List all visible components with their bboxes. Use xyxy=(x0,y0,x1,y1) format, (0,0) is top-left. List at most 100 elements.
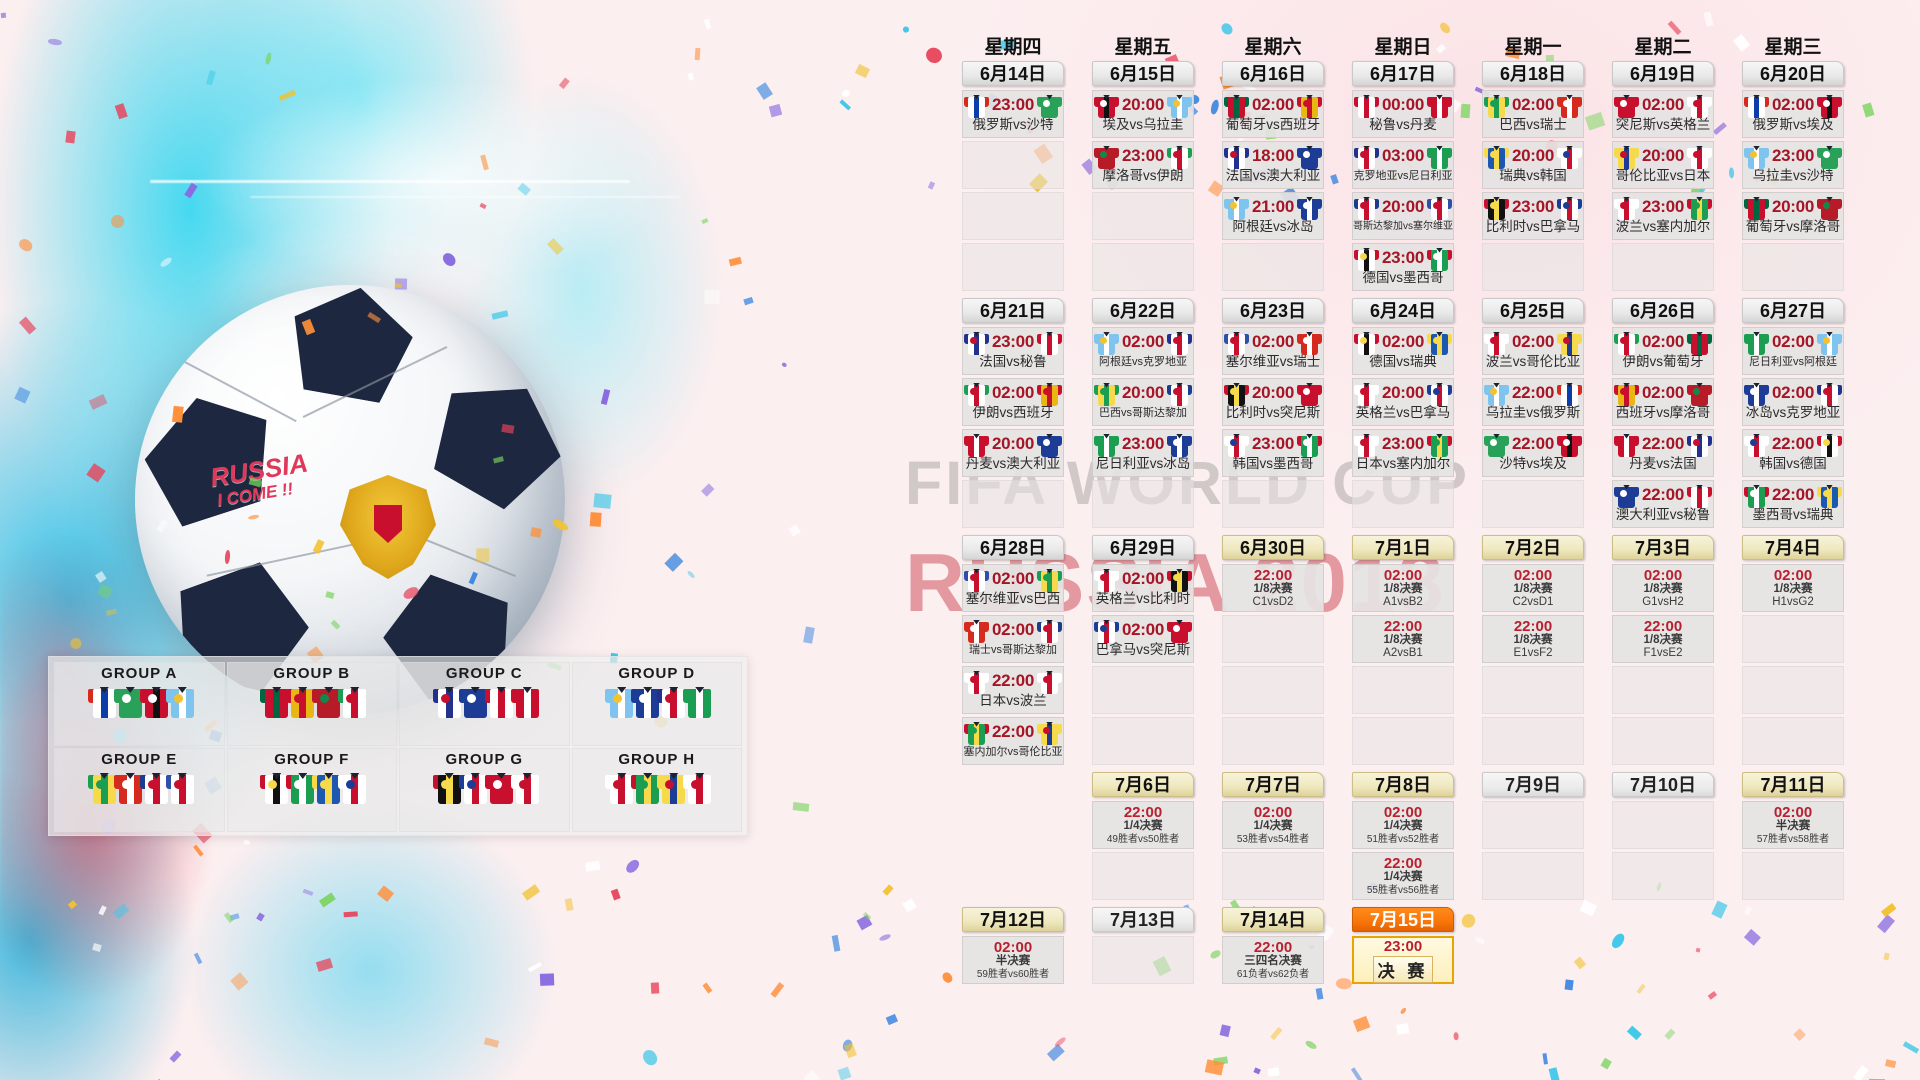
match-cell[interactable]: 23:00 日本vs塞内加尔 xyxy=(1352,429,1454,477)
match-cell[interactable]: 23:00 德国vs墨西哥 xyxy=(1352,243,1454,291)
match-cell[interactable]: 02:00 巴拿马vs突尼斯 xyxy=(1092,615,1194,663)
match-cell[interactable]: 23:00 尼日利亚vs冰岛 xyxy=(1092,429,1194,477)
match-cell[interactable]: 02:00 瑞士vs哥斯达黎加 xyxy=(962,615,1064,663)
match-cell[interactable]: 23:00 比利时vs巴拿马 xyxy=(1482,192,1584,240)
match-cell[interactable]: 22:00 澳大利亚vs秘鲁 xyxy=(1612,480,1714,528)
match-cell[interactable]: 02:00 阿根廷vs克罗地亚 xyxy=(1092,327,1194,375)
knockout-match-cell[interactable]: 02:00 1/4决赛 51胜者vs52胜者 xyxy=(1352,801,1454,849)
group-box-group-d[interactable]: GROUP D xyxy=(571,662,742,746)
match-cell[interactable]: 22:00 塞内加尔vs哥伦比亚 xyxy=(962,717,1064,765)
match-cell[interactable]: 23:00 波兰vs塞内加尔 xyxy=(1612,192,1714,240)
knockout-match-cell[interactable]: 22:00 三四名决赛 61负者vs62负者 xyxy=(1222,936,1324,984)
match-cell[interactable]: 22:00 日本vs波兰 xyxy=(962,666,1064,714)
match-cell[interactable]: 02:00 塞尔维亚vs巴西 xyxy=(962,564,1064,612)
match-cell[interactable]: 23:00 摩洛哥vs伊朗 xyxy=(1092,141,1194,189)
match-cell[interactable]: 23:00 乌拉圭vs沙特 xyxy=(1742,141,1844,189)
date-header-6月28日[interactable]: 6月28日 xyxy=(962,535,1064,560)
group-box-group-e[interactable]: GROUP E xyxy=(54,748,225,832)
knockout-match-cell[interactable]: 22:00 1/8决赛 E1vsF2 xyxy=(1482,615,1584,663)
match-cell[interactable]: 22:00 丹麦vs法国 xyxy=(1612,429,1714,477)
date-header-7月7日[interactable]: 7月7日 xyxy=(1222,772,1324,797)
match-cell[interactable]: 22:00 沙特vs埃及 xyxy=(1482,429,1584,477)
knockout-match-cell[interactable]: 02:00 1/8决赛 G1vsH2 xyxy=(1612,564,1714,612)
match-cell[interactable]: 02:00 伊朗vs西班牙 xyxy=(962,378,1064,426)
final-match-cell[interactable]: 23:00 决 赛 xyxy=(1352,936,1454,984)
match-cell[interactable]: 20:00 丹麦vs澳大利亚 xyxy=(962,429,1064,477)
match-cell[interactable]: 20:00 哥斯达黎加vs塞尔维亚 xyxy=(1352,192,1454,240)
date-header-7月4日[interactable]: 7月4日 xyxy=(1742,535,1844,560)
group-box-group-h[interactable]: GROUP H xyxy=(571,748,742,832)
date-header-6月19日[interactable]: 6月19日 xyxy=(1612,61,1714,86)
date-header-6月17日[interactable]: 6月17日 xyxy=(1352,61,1454,86)
date-header-6月16日[interactable]: 6月16日 xyxy=(1222,61,1324,86)
match-cell[interactable]: 03:00 克罗地亚vs尼日利亚 xyxy=(1352,141,1454,189)
match-cell[interactable]: 20:00 瑞典vs韩国 xyxy=(1482,141,1584,189)
match-cell[interactable]: 22:00 墨西哥vs瑞典 xyxy=(1742,480,1844,528)
date-header-6月23日[interactable]: 6月23日 xyxy=(1222,298,1324,323)
date-header-7月1日[interactable]: 7月1日 xyxy=(1352,535,1454,560)
match-cell[interactable]: 21:00 阿根廷vs冰岛 xyxy=(1222,192,1324,240)
date-header-6月26日[interactable]: 6月26日 xyxy=(1612,298,1714,323)
match-cell[interactable]: 00:00 秘鲁vs丹麦 xyxy=(1352,90,1454,138)
match-cell[interactable]: 02:00 英格兰vs比利时 xyxy=(1092,564,1194,612)
knockout-match-cell[interactable]: 02:00 半决赛 59胜者vs60胜者 xyxy=(962,936,1064,984)
match-cell[interactable]: 02:00 俄罗斯vs埃及 xyxy=(1742,90,1844,138)
match-cell[interactable]: 18:00 法国vs澳大利亚 xyxy=(1222,141,1324,189)
knockout-match-cell[interactable]: 02:00 1/8决赛 H1vsG2 xyxy=(1742,564,1844,612)
date-header-6月24日[interactable]: 6月24日 xyxy=(1352,298,1454,323)
knockout-match-cell[interactable]: 22:00 1/8决赛 F1vsE2 xyxy=(1612,615,1714,663)
match-cell[interactable]: 23:00 法国vs秘鲁 xyxy=(962,327,1064,375)
match-cell[interactable]: 02:00 冰岛vs克罗地亚 xyxy=(1742,378,1844,426)
date-header-7月6日[interactable]: 7月6日 xyxy=(1092,772,1194,797)
date-header-6月29日[interactable]: 6月29日 xyxy=(1092,535,1194,560)
match-cell[interactable]: 20:00 葡萄牙vs摩洛哥 xyxy=(1742,192,1844,240)
knockout-match-cell[interactable]: 22:00 1/4决赛 55胜者vs56胜者 xyxy=(1352,852,1454,900)
group-box-group-g[interactable]: GROUP G xyxy=(399,748,570,832)
date-header-6月14日[interactable]: 6月14日 xyxy=(962,61,1064,86)
group-box-group-c[interactable]: GROUP C xyxy=(399,662,570,746)
match-cell[interactable]: 02:00 葡萄牙vs西班牙 xyxy=(1222,90,1324,138)
date-header-6月21日[interactable]: 6月21日 xyxy=(962,298,1064,323)
date-header-7月2日[interactable]: 7月2日 xyxy=(1482,535,1584,560)
date-header-7月12日[interactable]: 7月12日 xyxy=(962,907,1064,932)
date-header-7月8日[interactable]: 7月8日 xyxy=(1352,772,1454,797)
knockout-match-cell[interactable]: 02:00 半决赛 57胜者vs58胜者 xyxy=(1742,801,1844,849)
match-cell[interactable]: 02:00 西班牙vs摩洛哥 xyxy=(1612,378,1714,426)
match-cell[interactable]: 22:00 韩国vs德国 xyxy=(1742,429,1844,477)
date-header-7月10日[interactable]: 7月10日 xyxy=(1612,772,1714,797)
match-cell[interactable]: 20:00 巴西vs哥斯达黎加 xyxy=(1092,378,1194,426)
match-cell[interactable]: 02:00 突尼斯vs英格兰 xyxy=(1612,90,1714,138)
match-cell[interactable]: 20:00 哥伦比亚vs日本 xyxy=(1612,141,1714,189)
match-cell[interactable]: 02:00 巴西vs瑞士 xyxy=(1482,90,1584,138)
date-header-7月15日[interactable]: 7月15日 xyxy=(1352,907,1454,932)
date-header-6月25日[interactable]: 6月25日 xyxy=(1482,298,1584,323)
match-cell[interactable]: 23:00 俄罗斯vs沙特 xyxy=(962,90,1064,138)
date-header-7月14日[interactable]: 7月14日 xyxy=(1222,907,1324,932)
date-header-6月30日[interactable]: 6月30日 xyxy=(1222,535,1324,560)
date-header-7月3日[interactable]: 7月3日 xyxy=(1612,535,1714,560)
date-header-6月15日[interactable]: 6月15日 xyxy=(1092,61,1194,86)
match-cell[interactable]: 22:00 乌拉圭vs俄罗斯 xyxy=(1482,378,1584,426)
group-box-group-a[interactable]: GROUP A xyxy=(54,662,225,746)
match-cell[interactable]: 02:00 德国vs瑞典 xyxy=(1352,327,1454,375)
knockout-match-cell[interactable]: 02:00 1/8决赛 C2vsD1 xyxy=(1482,564,1584,612)
knockout-match-cell[interactable]: 22:00 1/8决赛 C1vsD2 xyxy=(1222,564,1324,612)
match-cell[interactable]: 02:00 塞尔维亚vs瑞士 xyxy=(1222,327,1324,375)
match-cell[interactable]: 20:00 埃及vs乌拉圭 xyxy=(1092,90,1194,138)
match-cell[interactable]: 20:00 比利时vs突尼斯 xyxy=(1222,378,1324,426)
match-cell[interactable]: 02:00 伊朗vs葡萄牙 xyxy=(1612,327,1714,375)
match-cell[interactable]: 02:00 尼日利亚vs阿根廷 xyxy=(1742,327,1844,375)
date-header-7月9日[interactable]: 7月9日 xyxy=(1482,772,1584,797)
match-cell[interactable]: 23:00 韩国vs墨西哥 xyxy=(1222,429,1324,477)
match-cell[interactable]: 02:00 波兰vs哥伦比亚 xyxy=(1482,327,1584,375)
knockout-match-cell[interactable]: 22:00 1/4决赛 49胜者vs50胜者 xyxy=(1092,801,1194,849)
group-box-group-f[interactable]: GROUP F xyxy=(226,748,397,832)
knockout-match-cell[interactable]: 02:00 1/8决赛 A1vsB2 xyxy=(1352,564,1454,612)
date-header-6月20日[interactable]: 6月20日 xyxy=(1742,61,1844,86)
match-cell[interactable]: 20:00 英格兰vs巴拿马 xyxy=(1352,378,1454,426)
date-header-6月22日[interactable]: 6月22日 xyxy=(1092,298,1194,323)
date-header-7月11日[interactable]: 7月11日 xyxy=(1742,772,1844,797)
date-header-6月27日[interactable]: 6月27日 xyxy=(1742,298,1844,323)
date-header-7月13日[interactable]: 7月13日 xyxy=(1092,907,1194,932)
date-header-6月18日[interactable]: 6月18日 xyxy=(1482,61,1584,86)
